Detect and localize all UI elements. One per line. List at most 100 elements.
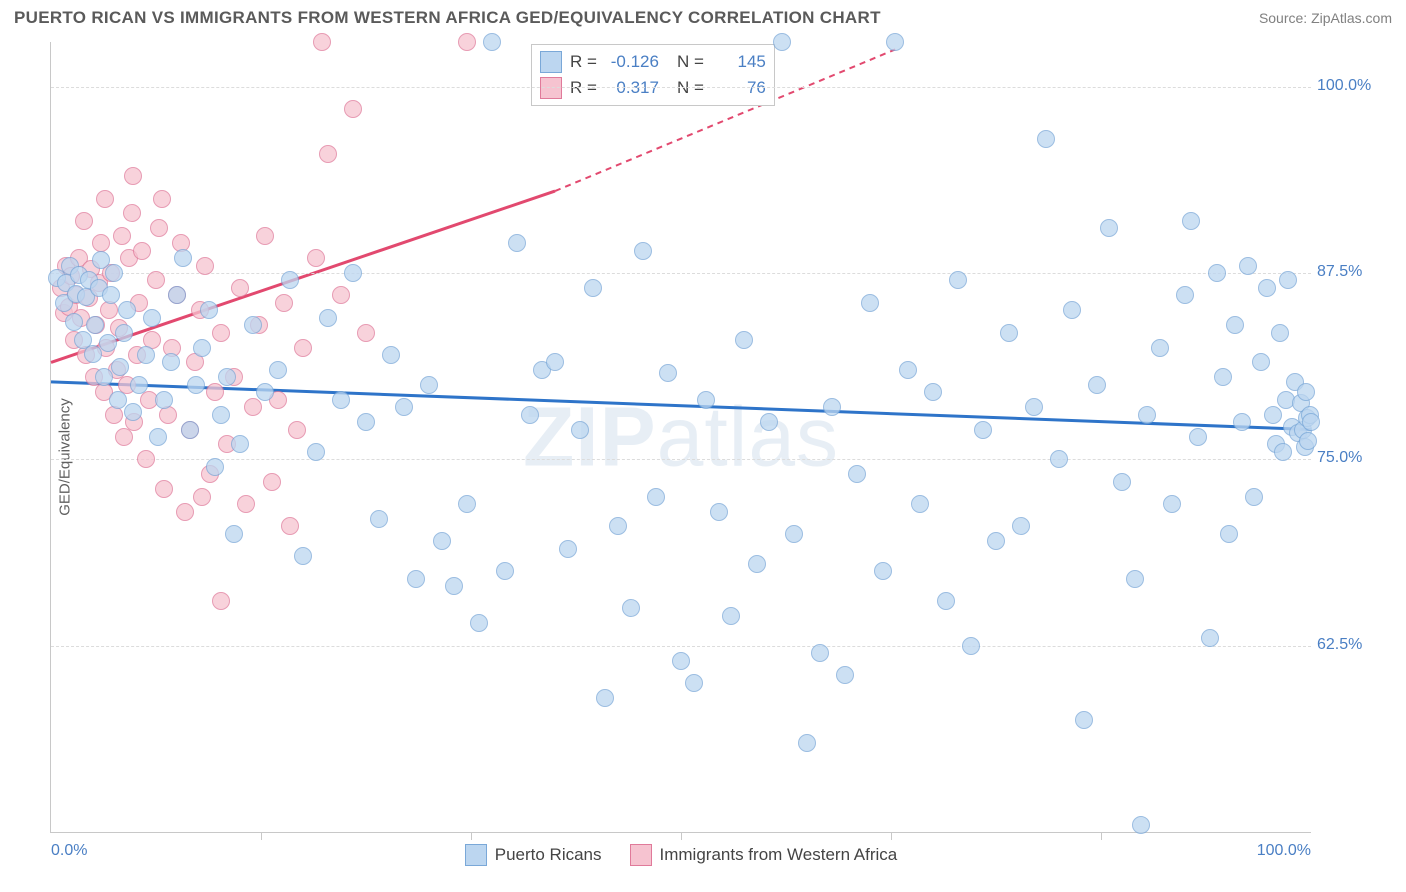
data-point [269, 361, 287, 379]
data-point [1271, 324, 1289, 342]
r-label: R = [570, 52, 597, 72]
data-point [672, 652, 690, 670]
data-point [115, 428, 133, 446]
data-point [96, 190, 114, 208]
y-tick-label: 62.5% [1317, 636, 1381, 654]
data-point [1012, 517, 1030, 535]
data-point [987, 532, 1005, 550]
data-point [193, 488, 211, 506]
data-point [1245, 488, 1263, 506]
data-point [237, 495, 255, 513]
data-point [458, 33, 476, 51]
data-point [65, 313, 83, 331]
data-point [115, 324, 133, 342]
data-point [263, 473, 281, 491]
series-legend: Puerto Ricans Immigrants from Western Afr… [51, 844, 1311, 866]
data-point [206, 383, 224, 401]
legend-item: Puerto Ricans [465, 844, 602, 866]
data-point [1189, 428, 1207, 446]
data-point [130, 376, 148, 394]
data-point [150, 219, 168, 237]
data-point [811, 644, 829, 662]
data-point [133, 242, 151, 260]
data-point [212, 592, 230, 610]
data-point [1151, 339, 1169, 357]
data-point [109, 391, 127, 409]
data-point [634, 242, 652, 260]
source-attribution: Source: ZipAtlas.com [1259, 10, 1392, 26]
data-point [95, 368, 113, 386]
data-point [1297, 383, 1315, 401]
legend-swatch [540, 77, 562, 99]
data-point [1132, 816, 1150, 834]
data-point [111, 358, 129, 376]
n-label: N = [677, 78, 704, 98]
legend-label: Puerto Ricans [495, 845, 602, 865]
data-point [559, 540, 577, 558]
data-point [1220, 525, 1238, 543]
data-point [470, 614, 488, 632]
data-point [319, 309, 337, 327]
data-point [176, 503, 194, 521]
data-point [848, 465, 866, 483]
data-point [256, 383, 274, 401]
data-point [137, 346, 155, 364]
data-point [911, 495, 929, 513]
data-point [1258, 279, 1276, 297]
x-tick-label: 0.0% [51, 842, 87, 860]
data-point [307, 443, 325, 461]
data-point [155, 480, 173, 498]
data-point [571, 421, 589, 439]
data-point [886, 33, 904, 51]
data-point [281, 517, 299, 535]
data-point [332, 391, 350, 409]
data-point [1201, 629, 1219, 647]
data-point [1214, 368, 1232, 386]
y-tick-label: 75.0% [1317, 449, 1381, 467]
legend-item: Immigrants from Western Africa [630, 844, 898, 866]
data-point [344, 100, 362, 118]
data-point [313, 33, 331, 51]
data-point [785, 525, 803, 543]
data-point [1208, 264, 1226, 282]
data-point [1100, 219, 1118, 237]
data-point [395, 398, 413, 416]
data-point [225, 525, 243, 543]
data-point [307, 249, 325, 267]
data-point [187, 376, 205, 394]
n-value: 76 [712, 78, 766, 98]
data-point [647, 488, 665, 506]
data-point [206, 458, 224, 476]
stats-row: R =0.317N =76 [540, 75, 766, 101]
data-point [1138, 406, 1156, 424]
data-point [1182, 212, 1200, 230]
data-point [149, 428, 167, 446]
data-point [281, 271, 299, 289]
data-point [1163, 495, 1181, 513]
data-point [1302, 413, 1320, 431]
watermark: ZIPatlas [523, 389, 839, 486]
data-point [123, 204, 141, 222]
data-point [1239, 257, 1257, 275]
r-label: R = [570, 78, 597, 98]
data-point [155, 391, 173, 409]
chart-header: PUERTO RICAN VS IMMIGRANTS FROM WESTERN … [0, 0, 1406, 32]
data-point [244, 398, 262, 416]
data-point [861, 294, 879, 312]
data-point [1233, 413, 1251, 431]
data-point [521, 406, 539, 424]
data-point [86, 316, 104, 334]
data-point [382, 346, 400, 364]
data-point [924, 383, 942, 401]
data-point [937, 592, 955, 610]
n-value: 145 [712, 52, 766, 72]
trend-line [51, 382, 1311, 430]
correlation-stats-box: R =-0.126N =145R =0.317N =76 [531, 44, 775, 106]
data-point [124, 167, 142, 185]
data-point [212, 324, 230, 342]
data-point [836, 666, 854, 684]
data-point [407, 570, 425, 588]
data-point [196, 257, 214, 275]
data-point [773, 33, 791, 51]
data-point [153, 190, 171, 208]
